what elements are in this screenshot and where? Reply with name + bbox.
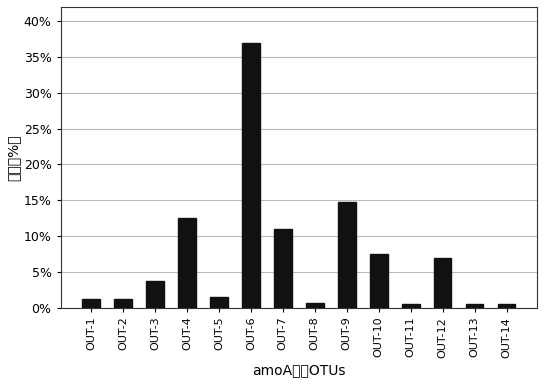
Bar: [370, 254, 387, 308]
Bar: [466, 304, 484, 308]
Bar: [498, 304, 515, 308]
Bar: [306, 303, 324, 308]
Bar: [114, 299, 132, 308]
Bar: [242, 43, 259, 308]
Bar: [82, 299, 100, 308]
Bar: [402, 304, 419, 308]
Bar: [146, 280, 164, 308]
Bar: [210, 297, 228, 308]
X-axis label: amoA基因OTUs: amoA基因OTUs: [252, 363, 345, 377]
Bar: [274, 229, 292, 308]
Bar: [338, 202, 356, 308]
Y-axis label: 丰度（%）: 丰度（%）: [7, 134, 21, 180]
Bar: [434, 258, 452, 308]
Bar: [178, 218, 196, 308]
